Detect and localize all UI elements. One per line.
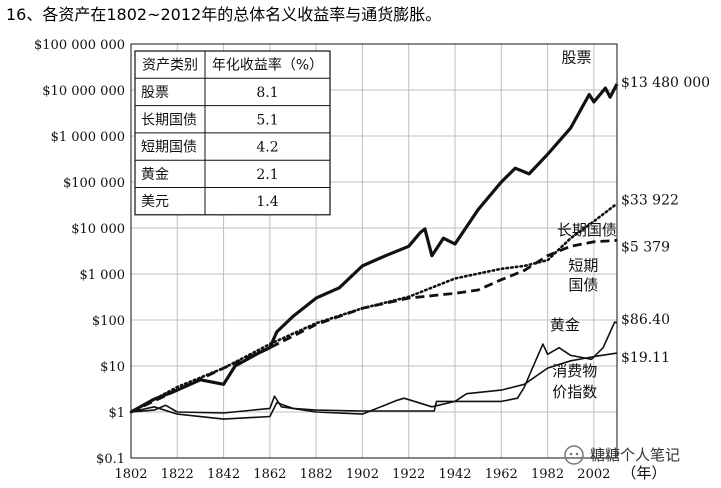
end-value-label: $33 922 — [621, 193, 679, 209]
x-tick-label: 1922 — [392, 467, 425, 482]
x-tick-label: 1902 — [346, 467, 379, 482]
table-cell-return: 1.4 — [256, 194, 278, 210]
watermark-text: 糖糖个人笔记 — [590, 446, 680, 464]
end-value-label: $13 480 000 — [621, 75, 710, 91]
table-cell-asset: 黄金 — [141, 166, 169, 183]
y-tick-label: $100 000 000 — [34, 38, 125, 53]
series-label: 短期 — [568, 256, 598, 274]
table-cell-return: 5.1 — [256, 112, 278, 128]
x-tick-label: 1802 — [114, 467, 147, 482]
table-header: 资产类别 — [142, 58, 198, 74]
table-cell-asset: 美元 — [141, 194, 169, 210]
end-value-label: $5 379 — [621, 239, 670, 255]
table-cell-return: 4.2 — [256, 140, 278, 156]
y-tick-label: $1 000 000 — [51, 130, 125, 145]
series-label: 黄金 — [550, 316, 580, 334]
watermark: 糖糖个人笔记 — [564, 445, 680, 465]
table-cell-return: 2.1 — [256, 167, 278, 183]
y-tick-label: $100 — [92, 314, 125, 329]
wechat-icon — [564, 445, 584, 465]
x-tick-label: 1962 — [485, 467, 518, 482]
y-tick-label: $10 — [100, 360, 125, 375]
series-label: 长期国债 — [557, 221, 617, 239]
x-axis-ticks: 1802 1822 1842 1862 1882 1902 1922 1942 1962 1982… — [114, 464, 666, 482]
x-tick-label: 1882 — [300, 467, 333, 482]
series-label: 价指数 — [552, 383, 597, 401]
table-cell-asset: 短期国债 — [141, 140, 197, 156]
series-line-2 — [130, 239, 618, 414]
series-line-4 — [130, 352, 618, 420]
y-tick-label: $1 000 — [80, 268, 126, 283]
series-label: 国债 — [568, 276, 598, 294]
series-label: 股票 — [562, 48, 592, 66]
x-tick-label: 1862 — [253, 467, 286, 482]
series-layer — [129, 83, 619, 420]
x-tick-label: 1942 — [438, 467, 471, 482]
x-unit-label: （年） — [621, 464, 666, 482]
end-value-label: $86.40 — [621, 312, 670, 328]
legend-table: 资产类别 年化收益率（%） 股票 8.1 长期国债 5.1 短期国债 4.2 黄金 2.1 美元 1.… — [134, 50, 331, 216]
x-tick-label: 2002 — [577, 467, 610, 482]
series-line-0 — [130, 83, 619, 414]
series-line-1 — [129, 202, 619, 414]
table-header: 年化收益率（%） — [212, 57, 323, 74]
series-label: 消费物 — [552, 362, 597, 380]
y-tick-label: $1 — [108, 406, 125, 421]
y-axis-ticks: $100 000 000 $10 000 000 $1 000 000 $100 00… — [34, 38, 125, 467]
end-value-label: $19.11 — [621, 350, 670, 366]
figure-title: 16、各资产在1802~2012年的总体名义收益率与通货膨胀。 — [6, 5, 441, 24]
y-tick-label: $10 000 000 — [42, 84, 125, 99]
x-tick-label: 1842 — [207, 467, 240, 482]
y-tick-label: $100 000 — [63, 176, 125, 191]
end-value-labels: $13 480 000 $33 922 $5 379 $86.40 $19.11 — [621, 75, 710, 366]
plot-frame — [130, 43, 618, 459]
table-cell-asset: 长期国债 — [141, 112, 197, 128]
table-cell-return: 8.1 — [256, 85, 278, 101]
y-tick-label: $0.1 — [96, 452, 125, 467]
x-tick-label: 1982 — [531, 467, 564, 482]
y-tick-label: $10 000 — [71, 222, 125, 237]
series-line-3 — [130, 321, 618, 414]
table-cell-asset: 股票 — [141, 85, 169, 101]
x-tick-label: 1822 — [161, 467, 194, 482]
